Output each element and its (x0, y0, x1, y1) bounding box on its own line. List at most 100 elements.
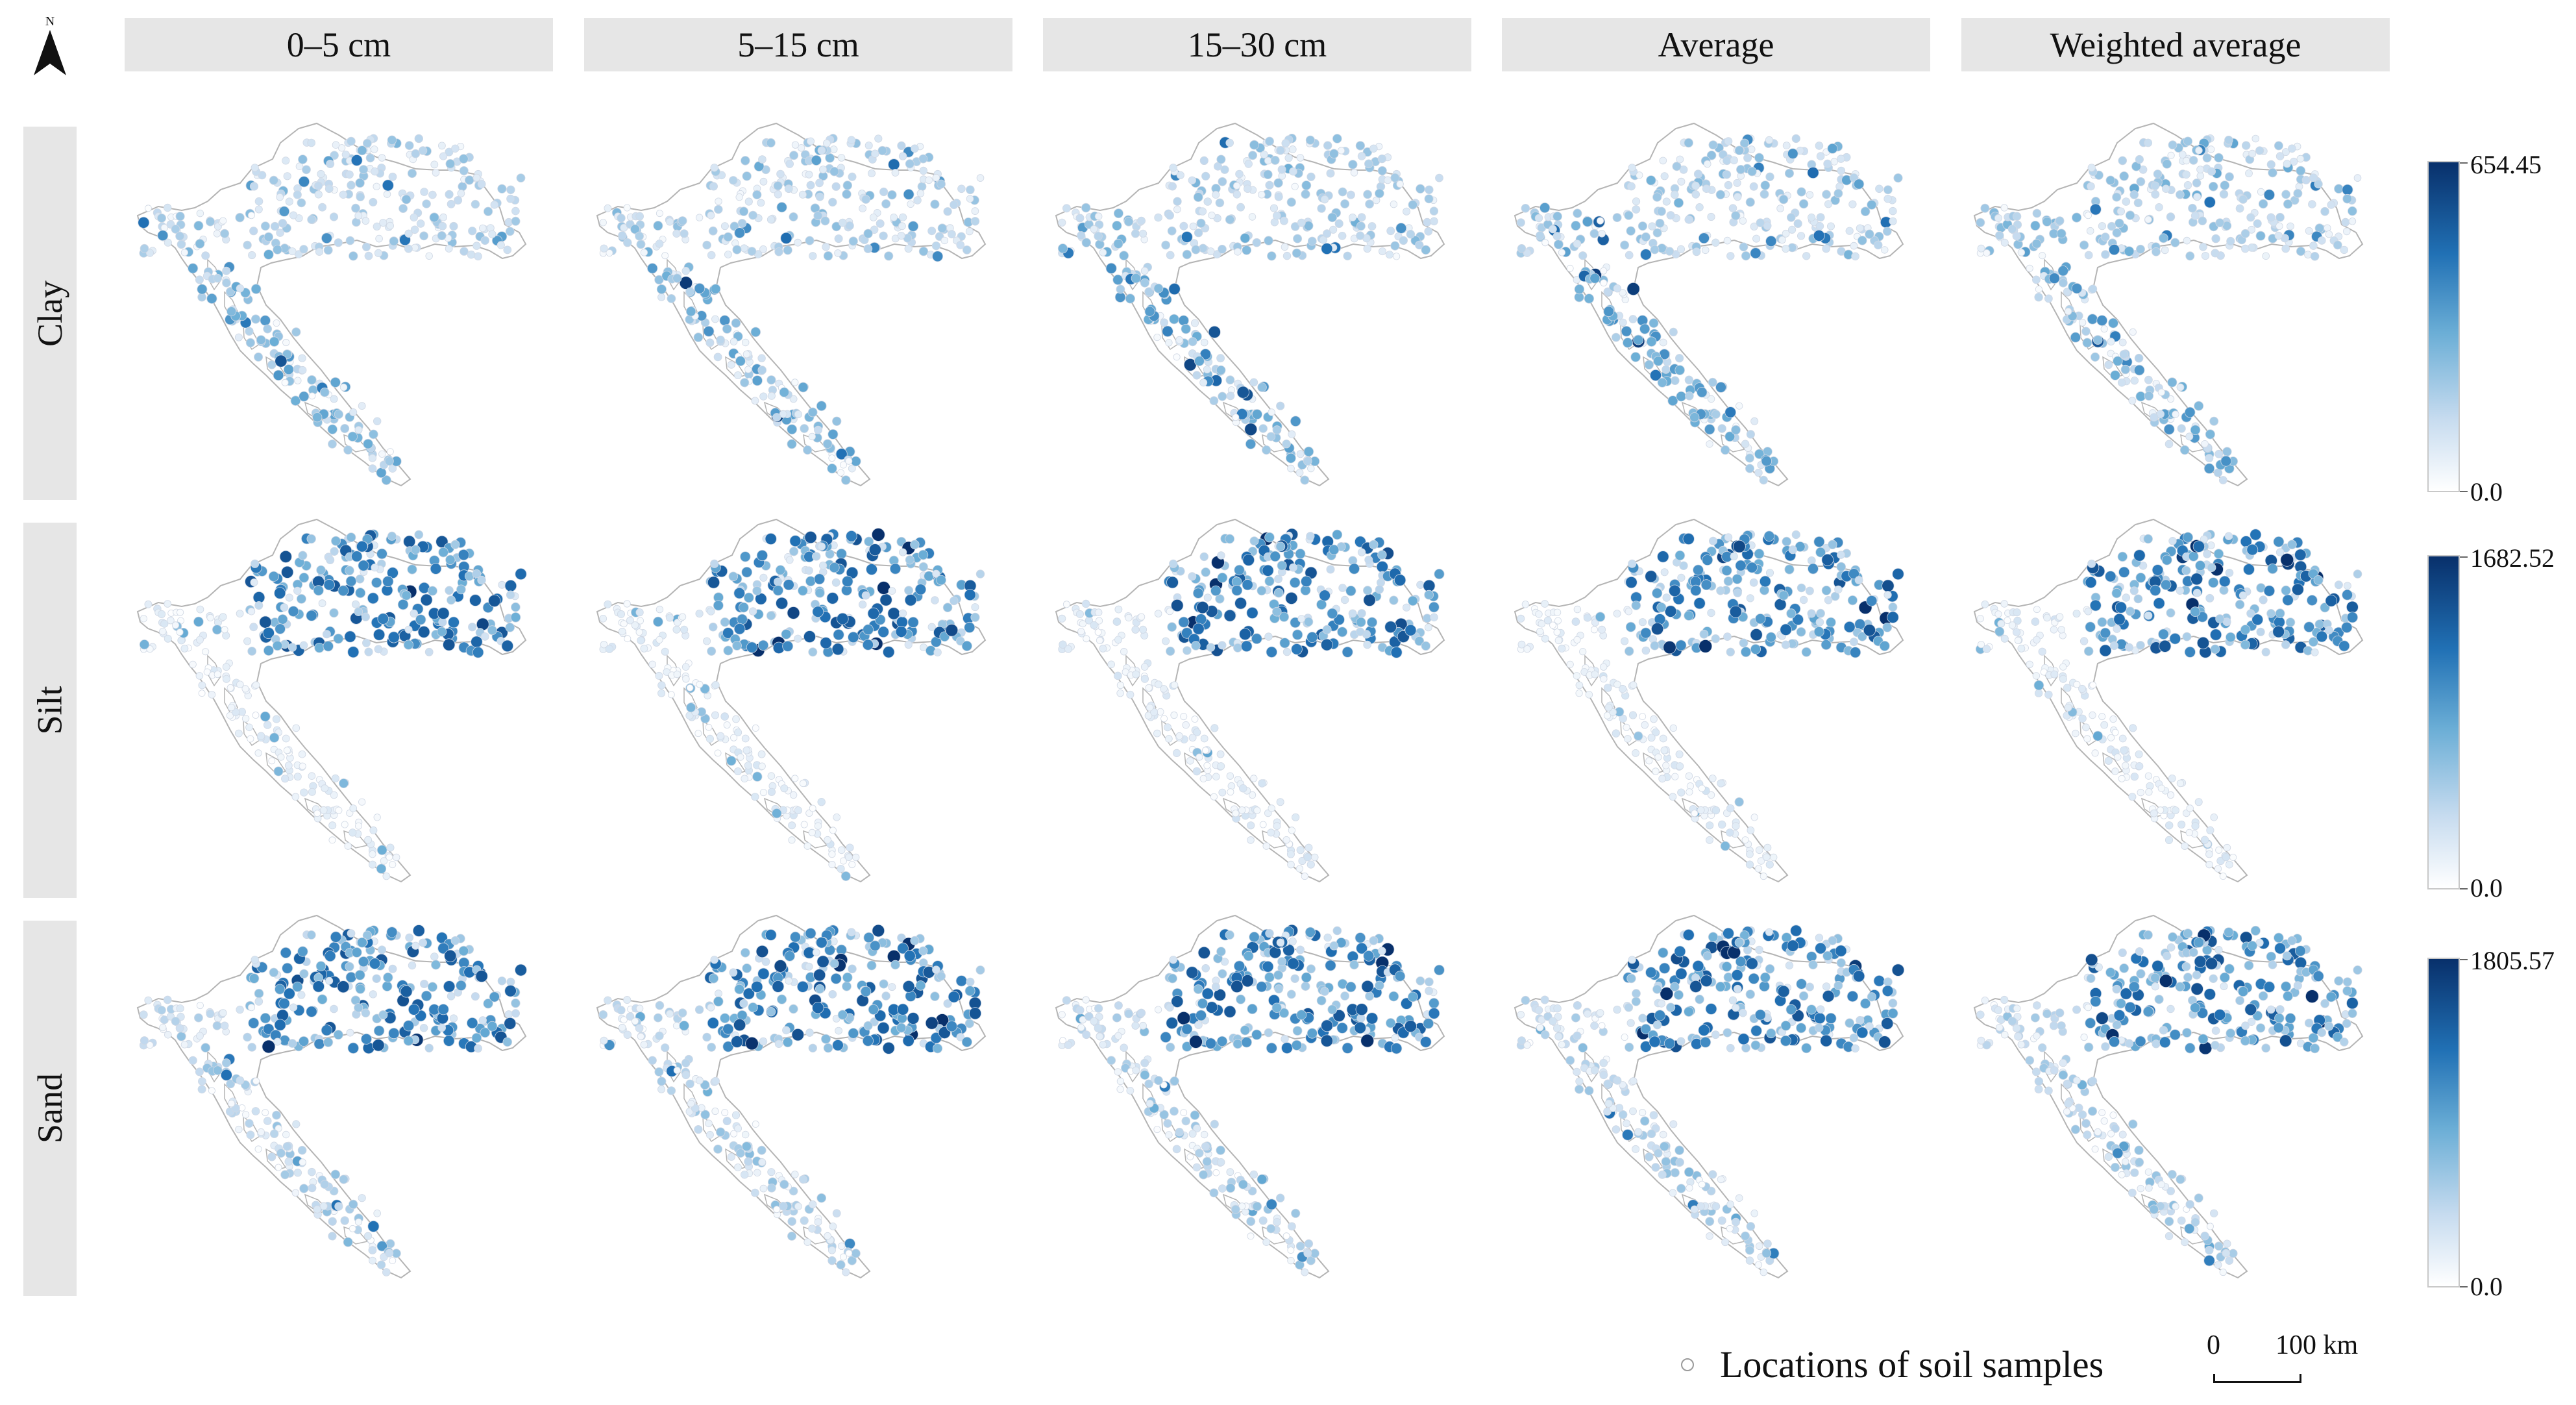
soil-sample-point (344, 630, 356, 643)
soil-sample-point (2177, 424, 2186, 433)
soil-sample-point (249, 623, 258, 632)
soil-sample-point (2219, 190, 2229, 199)
soil-sample-point (653, 1013, 663, 1023)
soil-sample-point (1600, 267, 1608, 275)
soil-sample-point (1416, 976, 1425, 986)
soil-sample-point (220, 229, 230, 238)
soil-sample-point (822, 243, 830, 251)
soil-sample-point (898, 152, 907, 160)
soil-sample-point (2255, 146, 2264, 155)
soil-sample-point (1288, 430, 1296, 438)
soil-sample-point (680, 229, 689, 238)
soil-sample-point (330, 1004, 338, 1013)
soil-sample-point (1405, 624, 1417, 636)
soil-sample-point (1395, 223, 1407, 234)
soil-sample-point (1181, 1023, 1193, 1035)
soil-sample-point (1248, 213, 1257, 221)
soil-sample-point (1350, 169, 1358, 177)
soil-sample-point (1126, 690, 1135, 699)
soil-sample-point (1760, 190, 1769, 199)
soil-sample-point (1201, 567, 1211, 577)
soil-sample-point (1266, 646, 1278, 658)
soil-sample-point (1257, 382, 1267, 392)
soil-sample-point (1698, 232, 1710, 244)
soil-sample-point (321, 1025, 333, 1036)
soil-sample-point (2219, 873, 2227, 880)
soil-sample-point (284, 762, 293, 770)
soil-sample-point (264, 232, 274, 242)
soil-sample-point (314, 181, 323, 190)
soil-sample-point (373, 182, 380, 191)
soil-sample-point (260, 221, 270, 231)
soil-sample-point (316, 565, 326, 575)
soil-sample-point (2184, 646, 2196, 658)
soil-sample-point (1216, 354, 1225, 363)
soil-sample-point (776, 202, 787, 213)
row-header-silt: Silt (23, 523, 77, 898)
soil-sample-point (511, 602, 521, 612)
soil-sample-point (249, 973, 260, 984)
soil-sample-point (364, 251, 373, 260)
soil-sample-point (1720, 841, 1730, 851)
soil-sample-point (703, 325, 715, 337)
soil-sample-point (1379, 247, 1387, 256)
soil-sample-point (2153, 597, 2165, 610)
soil-sample-point (742, 746, 751, 754)
soil-sample-point (970, 217, 980, 226)
soil-sample-point (665, 614, 674, 622)
soil-sample-point (1095, 617, 1103, 625)
soil-sample-point (2251, 134, 2260, 143)
soil-sample-point (188, 1056, 197, 1065)
soil-sample-point (2313, 575, 2324, 586)
soil-sample-point (389, 1257, 397, 1264)
soil-sample-point (903, 950, 916, 962)
soil-sample-point (733, 767, 742, 775)
soil-sample-point (1386, 227, 1395, 236)
soil-sample-point (1644, 360, 1654, 370)
soil-sample-point (373, 222, 381, 230)
soil-sample-point (1646, 336, 1657, 347)
soil-sample-point (708, 622, 718, 632)
soil-sample-point (283, 172, 291, 180)
soil-sample-point (834, 249, 842, 257)
soil-sample-point (2340, 245, 2349, 255)
soil-sample-point (913, 196, 922, 205)
soil-sample-point (376, 864, 387, 874)
soil-sample-point (877, 581, 891, 595)
soil-sample-point (1718, 820, 1726, 829)
soil-sample-point (1625, 621, 1636, 632)
soil-sample-point (282, 338, 290, 347)
soil-sample-point (247, 647, 257, 656)
soil-sample-point (816, 1193, 827, 1203)
soil-sample-point (961, 640, 972, 651)
soil-sample-point (910, 936, 920, 945)
soil-sample-point (744, 762, 752, 770)
soil-sample-point (1815, 547, 1826, 558)
soil-sample-point (1516, 218, 1525, 227)
soil-sample-point (1703, 160, 1711, 168)
soil-sample-point (1264, 1028, 1273, 1038)
soil-sample-point (1675, 640, 1687, 651)
soil-sample-point (888, 587, 896, 595)
soil-sample-point (829, 166, 839, 177)
soil-sample-point (803, 1238, 812, 1246)
soil-sample-point (339, 190, 348, 199)
soil-sample-point (1684, 610, 1694, 621)
soil-sample-point (1726, 647, 1736, 657)
soil-sample-point (1257, 586, 1267, 596)
soil-sample-point (454, 195, 463, 205)
soil-sample-point (2303, 621, 2315, 633)
soil-sample-point (474, 252, 482, 261)
soil-sample-point (653, 221, 663, 231)
soil-sample-point (1194, 356, 1205, 367)
soil-sample-point (918, 246, 929, 256)
soil-sample-point (767, 216, 776, 224)
soil-sample-point (1077, 628, 1085, 636)
soil-sample-point (1435, 173, 1443, 182)
soil-sample-point (437, 142, 446, 150)
soil-sample-point (757, 354, 766, 362)
soil-sample-point (334, 1202, 343, 1211)
soil-sample-point (193, 1013, 203, 1023)
soil-sample-point (834, 234, 843, 243)
soil-sample-point (1186, 966, 1199, 979)
